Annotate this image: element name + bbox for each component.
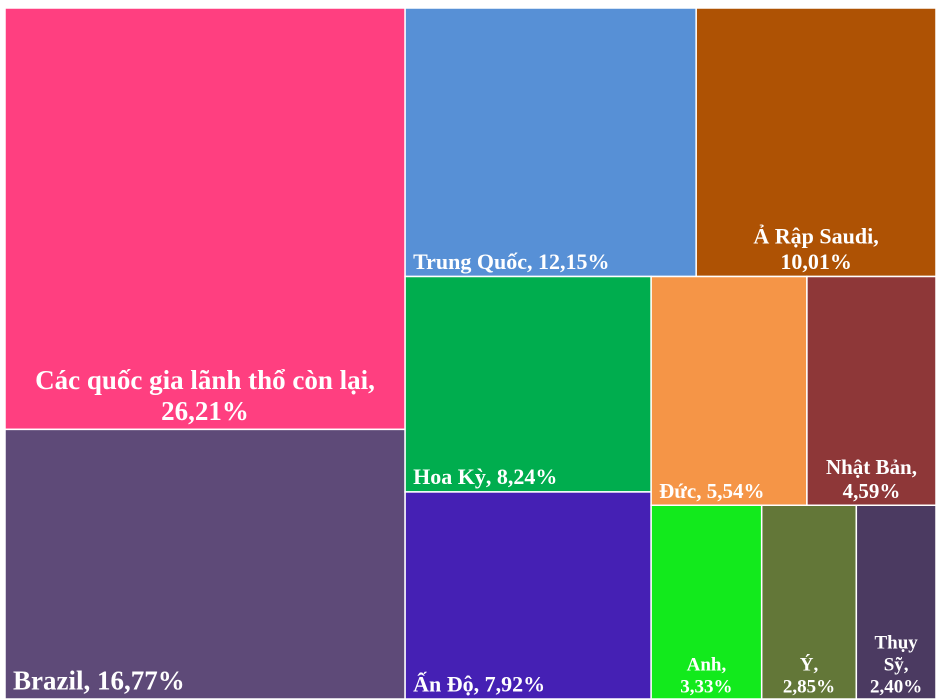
cell-label: Brazil, 16,77%	[13, 666, 185, 696]
treemap-cell	[404, 7, 697, 278]
treemap-cell	[4, 7, 406, 431]
cell-label: Anh,	[687, 655, 727, 676]
cell-label: Ấn Độ, 7,92%	[413, 671, 545, 696]
cell-label: Các quốc gia lãnh thổ còn lại,	[35, 365, 375, 395]
cell-label: 2,85%	[783, 676, 835, 697]
cell-label: 26,21%	[161, 396, 249, 426]
cell-label: Nhật Bản,	[826, 455, 917, 479]
cell-label: 4,59%	[843, 479, 901, 503]
cell-label: Sỹ,	[884, 655, 909, 676]
cell-label: Trung Quốc, 12,15%	[413, 249, 609, 274]
treemap-cell	[404, 275, 652, 493]
cell-label: Đức, 5,54%	[659, 479, 764, 503]
cell-label: Ả Rập Saudi,	[753, 224, 878, 249]
treemap-cell	[695, 7, 936, 278]
treemap-cell	[855, 504, 936, 699]
treemap-cell	[650, 275, 808, 507]
treemap-cell	[650, 504, 763, 699]
cell-label: 3,33%	[680, 676, 732, 697]
treemap-cell	[4, 428, 406, 699]
cell-label: 2,40%	[870, 676, 922, 697]
cell-label: Hoa Kỳ, 8,24%	[413, 464, 557, 489]
treemap-cell	[404, 491, 652, 699]
cell-label: 10,01%	[780, 249, 852, 274]
cell-label: Ý,	[800, 654, 819, 676]
cell-label: Thụy	[875, 633, 919, 654]
